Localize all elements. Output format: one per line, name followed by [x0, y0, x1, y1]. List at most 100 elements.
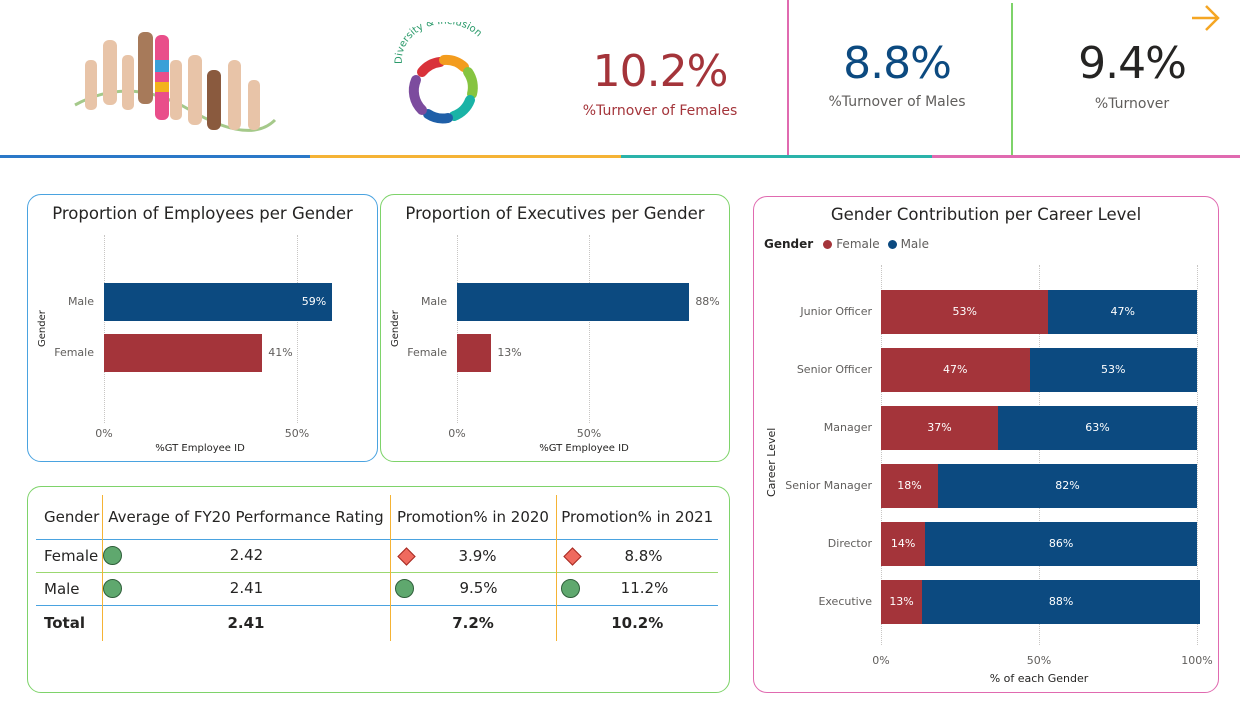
- data-label: 53%: [1101, 363, 1126, 376]
- legend-female[interactable]: Female: [836, 237, 880, 251]
- data-label: 47%: [1110, 305, 1135, 318]
- bar-female: [881, 290, 1049, 334]
- bar-male: [104, 283, 332, 321]
- category-label: Director: [827, 537, 872, 550]
- x-tick-label: 0%: [872, 654, 890, 667]
- bar-male: [925, 522, 1197, 566]
- kpi-total-turnover-label: %Turnover: [1094, 96, 1170, 112]
- x-tick-label: 0%: [95, 427, 113, 440]
- gridline: [457, 235, 458, 423]
- cell-total-rating: 2.41: [102, 605, 391, 641]
- category-label: Male: [420, 295, 447, 308]
- bar-female: [881, 348, 1030, 392]
- chart-title: Gender Contribution per Career Level: [830, 205, 1142, 224]
- gridline: [589, 235, 590, 423]
- x-tick-label: 50%: [284, 427, 310, 440]
- data-label: 47%: [943, 363, 968, 376]
- bar-female: [881, 580, 923, 624]
- table-total-row: Total 2.41 7.2% 10.2%: [36, 605, 718, 641]
- cell-total-promo-2021: 10.2%: [611, 614, 664, 633]
- bar-male: [457, 283, 690, 321]
- col-header-promo-2021[interactable]: Promotion% in 2021: [561, 507, 714, 526]
- category-label: Male: [67, 295, 94, 308]
- table-row: Male 2.41 9.5% 11.2%: [36, 572, 718, 605]
- category-label: Female: [54, 346, 94, 359]
- bar-male: [937, 464, 1197, 508]
- bar-female: [457, 334, 492, 372]
- category-label: Manager: [823, 421, 872, 434]
- bar-female: [881, 406, 998, 450]
- gridline: [297, 235, 298, 423]
- divider: [1011, 3, 1013, 157]
- bar-male: [1029, 348, 1197, 392]
- data-label: 37%: [927, 421, 952, 434]
- bar-female: [881, 464, 938, 508]
- bar-male: [1048, 290, 1197, 334]
- cell-gender: Male: [36, 572, 103, 605]
- chart-title: Proportion of Executives per Gender: [405, 204, 705, 223]
- chart-title: Proportion of Employees per Gender: [52, 204, 353, 223]
- data-label: 14%: [890, 537, 916, 550]
- bar-female: [881, 522, 926, 566]
- data-label: 13%: [889, 595, 914, 608]
- career-level-chart: Gender Contribution per Career Level Gen…: [753, 196, 1219, 693]
- header-underline: [932, 155, 1240, 158]
- table-row: Female 2.42 3.9% 8.8%: [36, 539, 718, 572]
- cell-rating: 2.42: [229, 546, 264, 564]
- cell-promo-2021: 8.8%: [624, 546, 663, 565]
- category-label: Senior Manager: [785, 479, 872, 492]
- kpi-female-turnover-value: 10.2%: [592, 46, 729, 97]
- cell-total-label: Total: [36, 605, 103, 641]
- category-label: Junior Officer: [800, 305, 872, 318]
- x-tick-label: 50%: [576, 427, 602, 440]
- bar-male: [922, 580, 1201, 624]
- x-axis-label: %GT Employee ID: [539, 443, 629, 454]
- data-label: 59%: [301, 295, 327, 308]
- executives-gender-chart: Proportion of Executives per Gender Gend…: [380, 194, 730, 462]
- data-label: 86%: [1048, 537, 1074, 550]
- header-underline: [621, 155, 932, 158]
- status-circle-icon: [394, 579, 414, 598]
- divider: [787, 0, 789, 157]
- table-header-row: Gender Average of FY20 Performance Ratin…: [36, 495, 718, 539]
- bar-female: [104, 334, 263, 372]
- cell-promo-2020: 9.5%: [459, 579, 498, 597]
- data-label: 82%: [1055, 479, 1080, 492]
- data-label: 18%: [897, 479, 922, 492]
- legend-female-marker: [823, 239, 833, 249]
- legend-male-marker: [887, 239, 897, 249]
- kpi-female-turnover-label: %Turnover of Females: [582, 103, 738, 119]
- col-header-promo-2020[interactable]: Promotion% in 2020: [390, 495, 557, 539]
- status-circle-icon: [102, 579, 122, 598]
- gridline: [881, 265, 882, 645]
- data-label: 88%: [1048, 595, 1074, 608]
- gridline: [1039, 265, 1040, 645]
- x-tick-label: 100%: [1181, 654, 1213, 667]
- col-header-gender[interactable]: Gender: [36, 495, 103, 539]
- gridline: [1197, 265, 1198, 645]
- x-tick-label: 50%: [1026, 654, 1052, 667]
- employees-gender-chart: Proportion of Employees per Gender Gende…: [27, 194, 378, 462]
- legend: Gender Female Male: [764, 237, 929, 251]
- kpi-male-turnover-value: 8.8%: [843, 38, 952, 89]
- diversity-inclusion-logo: Diversity & Inclusion: [392, 16, 492, 132]
- cell-promo-2021: 11.2%: [620, 579, 669, 597]
- data-label: 88%: [695, 295, 720, 308]
- bar-male: [997, 406, 1197, 450]
- data-label: 63%: [1085, 421, 1110, 434]
- status-circle-icon: [560, 579, 580, 598]
- col-header-rating[interactable]: Average of FY20 Performance Rating: [102, 495, 391, 539]
- header-underline: [0, 155, 310, 158]
- cell-gender: Female: [36, 539, 103, 572]
- x-tick-label: 0%: [448, 427, 466, 440]
- arrow-right-icon[interactable]: [1190, 3, 1222, 33]
- header-underline: [310, 155, 621, 158]
- legend-male[interactable]: Male: [900, 237, 930, 251]
- data-label: 13%: [497, 346, 522, 359]
- category-label: Female: [407, 346, 447, 359]
- cell-rating: 2.41: [229, 579, 264, 597]
- legend-title: Gender: [764, 237, 814, 251]
- performance-promotion-table: Gender Average of FY20 Performance Ratin…: [36, 495, 718, 641]
- gridline: [104, 235, 105, 423]
- x-axis-label: %GT Employee ID: [155, 443, 245, 454]
